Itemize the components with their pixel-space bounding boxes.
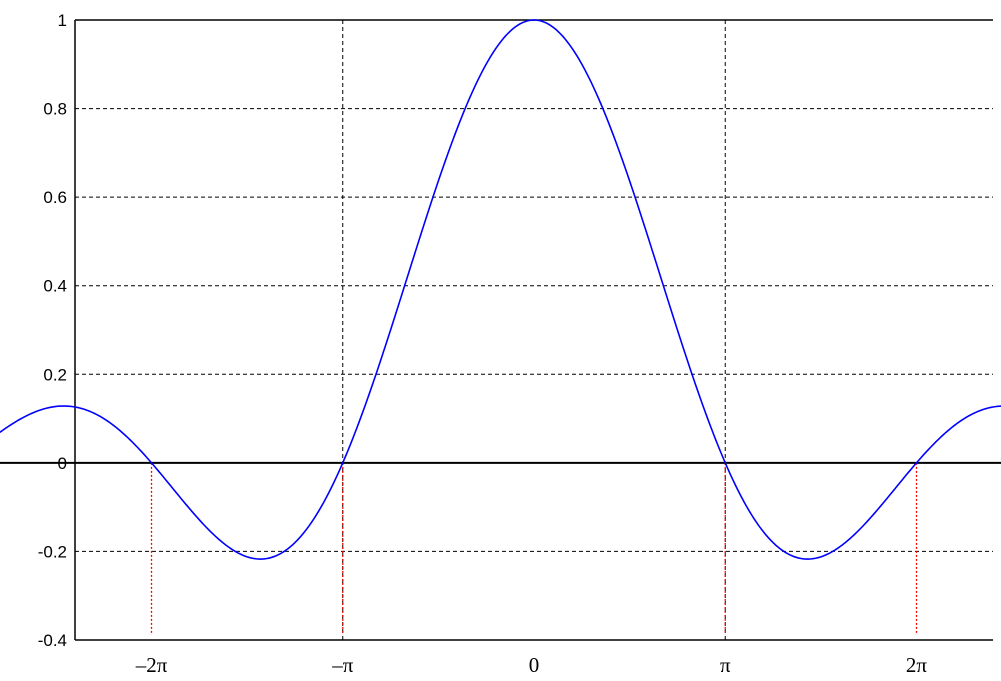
sinc-curve-path [0,19,1001,560]
x-tick-label: –π [331,653,354,677]
y-tick-label: 1 [58,11,67,30]
x-tick-label: 2π [906,653,928,677]
y-tick-labels: 1 0.8 0.6 0.4 0.2 0 -0.2 -0.4 [38,11,67,650]
grid [75,19,993,640]
y-tick-label: 0.6 [43,188,67,207]
y-tick-label: 0.2 [43,365,67,384]
sinc-curve [0,19,1001,560]
y-tick-label: 0 [58,454,67,473]
x-tick-label: π [720,653,731,677]
x-tick-labels: –5π–4π–3π–2π–π0π2π3π4π5π [135,653,928,677]
x-tick-label: 0 [529,653,540,677]
y-tick-label: 0.8 [43,100,67,119]
x-tick-label: –2π [135,653,168,677]
y-tick-label: -0.4 [38,631,67,650]
y-tick-label: -0.2 [38,542,67,561]
y-tick-label: 0.4 [43,277,67,296]
zero-crossing-markers [150,462,918,635]
axes [0,19,1001,641]
